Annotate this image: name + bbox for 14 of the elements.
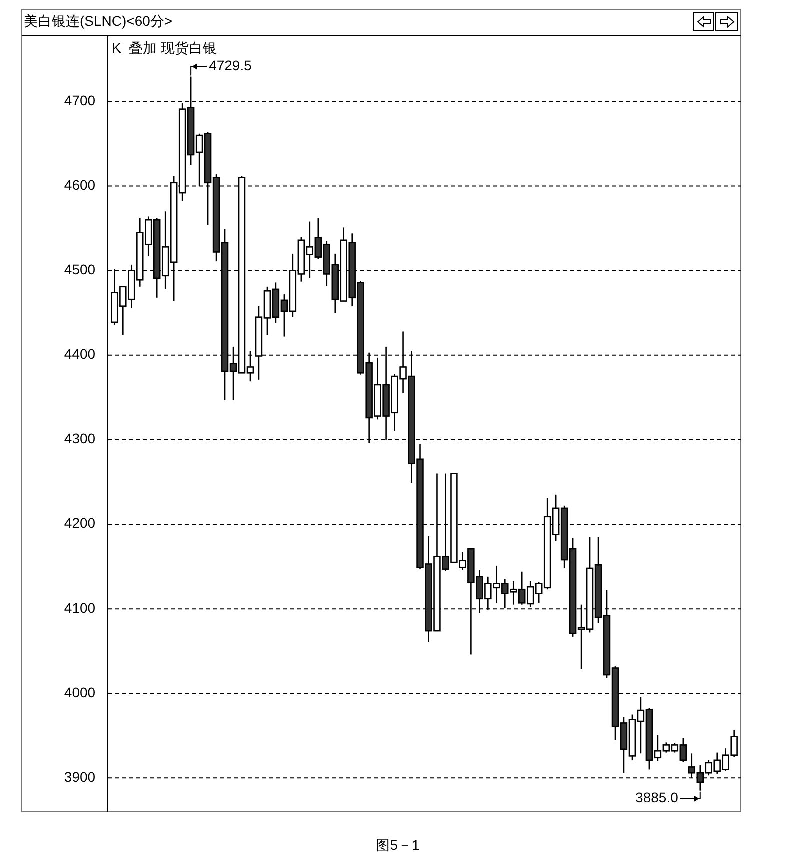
y-tick-label: 4600 <box>64 176 96 193</box>
annotation: 4729.5 <box>209 57 252 74</box>
y-tick-label: 4500 <box>64 262 96 278</box>
y-tick-label: 4200 <box>64 515 96 532</box>
y-tick-label: 4400 <box>64 346 96 362</box>
y-tick-label: 4700 <box>64 92 96 108</box>
y-tick-label: 4300 <box>64 430 96 447</box>
annotation: 3885.0 <box>636 790 679 806</box>
y-tick-label: 4100 <box>64 600 96 616</box>
caption: 图5－1 <box>376 837 420 853</box>
y-tick-label: 3900 <box>64 768 96 785</box>
chart-title: 美白银连(SLNC)<60分> <box>24 13 173 29</box>
y-tick-label: 4000 <box>64 684 96 700</box>
chart-subtitle: K 叠加 现货白银 <box>112 40 218 56</box>
